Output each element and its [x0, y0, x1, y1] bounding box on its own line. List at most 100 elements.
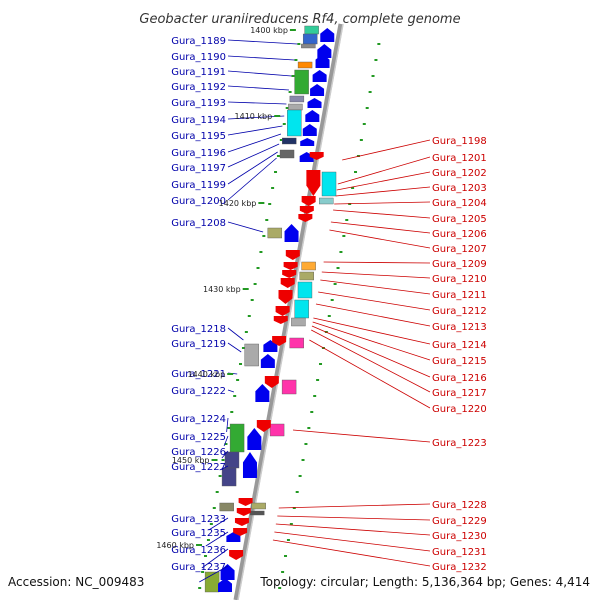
minus-strand-arrow	[278, 290, 293, 304]
plus-strand-arrow	[315, 54, 330, 68]
right-leader-line	[278, 503, 431, 509]
gene-block	[289, 95, 305, 103]
right-gene-label: Gura_1204	[432, 198, 487, 209]
minus-strand-arrow	[283, 262, 298, 270]
right-leader-line	[321, 271, 431, 279]
gene-block	[321, 171, 337, 197]
right-leader-line	[342, 139, 431, 161]
left-leader-line	[208, 517, 229, 531]
gene-block	[289, 337, 304, 349]
tick-tracks	[198, 43, 381, 589]
left-leader-line	[227, 342, 242, 353]
left-leader-line	[227, 101, 287, 105]
figure-title: Geobacter uraniireducens Rf4, complete g…	[139, 12, 460, 27]
minus-strand-arrow	[298, 214, 313, 222]
plus-strand-arrow	[300, 138, 315, 146]
minus-strand-arrow	[299, 206, 314, 214]
left-leader-line	[227, 157, 277, 201]
right-gene-label: Gura_1211	[432, 290, 487, 301]
right-leader-line	[333, 209, 431, 219]
right-leader-line	[315, 303, 431, 327]
left-leader-line	[227, 389, 235, 393]
minus-strand-arrow	[285, 250, 300, 260]
left-gene-label: Gura_1190	[171, 52, 226, 63]
kbp-label: 1430 kbp	[203, 285, 241, 294]
left-leader-line	[221, 450, 229, 459]
left-gene-label: Gura_1194	[171, 115, 226, 126]
gene-block	[302, 33, 318, 45]
right-gene-label: Gura_1215	[432, 356, 487, 367]
gene-block	[244, 343, 259, 367]
left-leader-line	[227, 125, 283, 136]
left-leader-line	[227, 221, 264, 233]
left-gene-label: Gura_1233	[171, 514, 226, 525]
kbp-label: 1420 kbp	[219, 199, 257, 208]
right-gene-label: Gura_1210	[432, 274, 487, 285]
left-gene-label: Gura_1221	[171, 369, 226, 380]
gene-block	[279, 149, 295, 159]
minus-strand-arrow	[264, 376, 279, 388]
right-gene-label: Gura_1223	[432, 438, 487, 449]
left-gene-label: Gura_1224	[171, 414, 226, 425]
minus-strand-arrow	[229, 550, 244, 560]
minus-strand-arrow	[234, 518, 249, 526]
gene-block	[301, 261, 316, 271]
gene-block	[224, 451, 240, 469]
right-gene-label: Gura_1202	[432, 168, 487, 179]
gene-block	[304, 25, 319, 35]
minus-strand-arrow	[301, 196, 316, 206]
label-leader-lines	[199, 39, 431, 583]
right-leader-line	[330, 221, 431, 234]
left-gene-label: Gura_1192	[171, 82, 226, 93]
left-leader-line	[199, 565, 229, 583]
gene-block	[288, 103, 303, 111]
gene-block	[301, 43, 316, 49]
kbp-label: 1460 kbp	[156, 541, 194, 550]
plus-strand-arrow	[317, 44, 332, 58]
gene-block	[291, 317, 306, 327]
right-leader-line	[334, 201, 431, 205]
right-leader-line	[318, 291, 431, 311]
right-leader-line	[313, 317, 431, 345]
right-leader-line	[311, 329, 431, 393]
left-leader-line	[226, 417, 229, 433]
gene-block	[297, 61, 313, 69]
left-leader-line	[227, 85, 289, 91]
plus-strand-arrow	[302, 124, 317, 136]
right-gene-label: Gura_1214	[432, 340, 487, 351]
left-leader-line	[201, 548, 229, 569]
right-leader-line	[312, 321, 431, 361]
minus-strand-arrow	[306, 170, 321, 196]
right-gene-label: Gura_1198	[432, 136, 487, 147]
kbp-tick-labels: 1400 kbp 1410 kbp 1420 kbp 1430 kbp 1440 kbp…	[156, 26, 296, 550]
right-leader-line	[275, 523, 431, 536]
left-leader-line	[227, 143, 280, 168]
right-leader-line	[337, 156, 431, 185]
plus-strand-arrow	[310, 84, 325, 96]
minus-strand-arrow	[273, 316, 288, 324]
gene-block	[251, 502, 266, 510]
right-leader-line	[292, 429, 431, 443]
plus-strand-arrow	[247, 428, 262, 450]
minus-strand-arrow	[272, 336, 287, 346]
kbp-label: 1410 kbp	[235, 112, 273, 121]
right-gene-label: Gura_1209	[432, 259, 487, 270]
left-gene-label: Gura_1195	[171, 131, 226, 142]
right-gene-label: Gura_1212	[432, 306, 487, 317]
left-leader-line	[227, 133, 282, 153]
gene-block	[297, 281, 313, 299]
left-leader-line	[205, 531, 229, 547]
right-gene-label: Gura_1207	[432, 244, 487, 255]
left-gene-label: Gura_1222	[171, 386, 226, 397]
plus-strand-arrow	[320, 28, 335, 42]
left-leader-line	[223, 435, 229, 447]
plus-strand-arrow	[305, 110, 320, 122]
right-leader-line	[323, 261, 431, 264]
right-gene-label: Gura_1228	[432, 500, 487, 511]
gene-block	[269, 423, 285, 437]
genome-summary-text: Topology: circular; Length: 5,136,364 bp…	[259, 575, 590, 589]
right-tick-track	[278, 43, 381, 589]
plus-strand-arrow	[260, 354, 275, 368]
minus-strand-arrow	[256, 420, 271, 432]
left-leader-line	[227, 39, 298, 45]
